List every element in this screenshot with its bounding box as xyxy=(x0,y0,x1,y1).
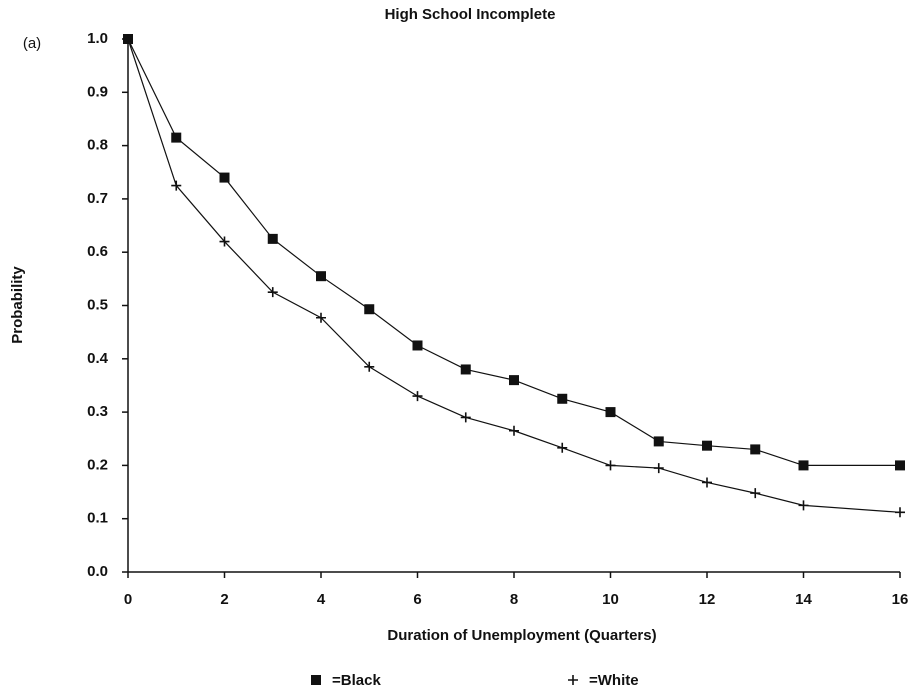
x-tick-label: 4 xyxy=(317,591,326,608)
x-axis-label: Duration of Unemployment (Quarters) xyxy=(387,627,656,644)
x-tick-label: 6 xyxy=(413,591,421,608)
y-tick-label: 0.8 xyxy=(87,137,108,154)
series-line xyxy=(127,38,901,513)
y-tick-label: 0.9 xyxy=(87,83,108,100)
marker xyxy=(316,312,326,323)
marker xyxy=(412,340,423,351)
annotation: (a) xyxy=(23,35,41,52)
legend-label: =White xyxy=(589,672,639,689)
series-line xyxy=(127,38,900,466)
marker xyxy=(219,172,230,183)
marker xyxy=(895,460,905,471)
x-tick-label: 2 xyxy=(220,591,228,608)
x-tick-label: 14 xyxy=(795,591,812,608)
y-tick-label: 0.1 xyxy=(87,510,108,527)
marker xyxy=(798,500,809,511)
y-tick-label: 0.2 xyxy=(87,456,108,473)
y-tick-label: 0.6 xyxy=(87,243,108,260)
legend-label: =Black xyxy=(332,672,381,689)
marker xyxy=(702,477,712,488)
marker xyxy=(509,425,519,436)
legend-marker xyxy=(311,675,321,685)
x-tick-label: 10 xyxy=(602,591,619,608)
marker xyxy=(557,393,568,404)
marker xyxy=(460,412,471,423)
marker xyxy=(653,463,664,474)
marker xyxy=(364,304,375,315)
marker xyxy=(267,287,278,298)
marker xyxy=(557,442,568,453)
marker xyxy=(509,375,519,386)
marker xyxy=(460,364,471,375)
y-tick-label: 1.0 xyxy=(87,30,108,47)
legend-marker xyxy=(568,675,578,685)
marker xyxy=(219,236,230,247)
marker xyxy=(364,361,375,372)
marker xyxy=(316,271,326,282)
x-tick-label: 12 xyxy=(699,591,716,608)
marker xyxy=(123,34,133,44)
x-tick-label: 8 xyxy=(510,591,518,608)
marker xyxy=(412,391,423,402)
y-tick-label: 0.0 xyxy=(87,563,108,580)
y-tick-label: 0.7 xyxy=(87,190,108,207)
x-tick-label: 0 xyxy=(124,591,132,608)
marker xyxy=(267,233,278,244)
x-tick-label: 16 xyxy=(892,591,909,608)
y-tick-label: 0.5 xyxy=(87,296,108,313)
y-tick-label: 0.3 xyxy=(87,403,108,420)
y-tick-label: 0.4 xyxy=(87,350,109,367)
chart-title: High School Incomplete xyxy=(385,6,556,23)
marker xyxy=(605,407,616,418)
marker xyxy=(653,436,664,447)
marker xyxy=(750,444,761,455)
marker xyxy=(798,460,809,471)
marker xyxy=(895,507,905,518)
marker xyxy=(702,440,712,451)
y-axis-label: Probability xyxy=(9,266,26,344)
marker xyxy=(171,132,182,143)
marker xyxy=(750,488,761,499)
marker xyxy=(171,180,182,191)
marker xyxy=(605,460,616,471)
